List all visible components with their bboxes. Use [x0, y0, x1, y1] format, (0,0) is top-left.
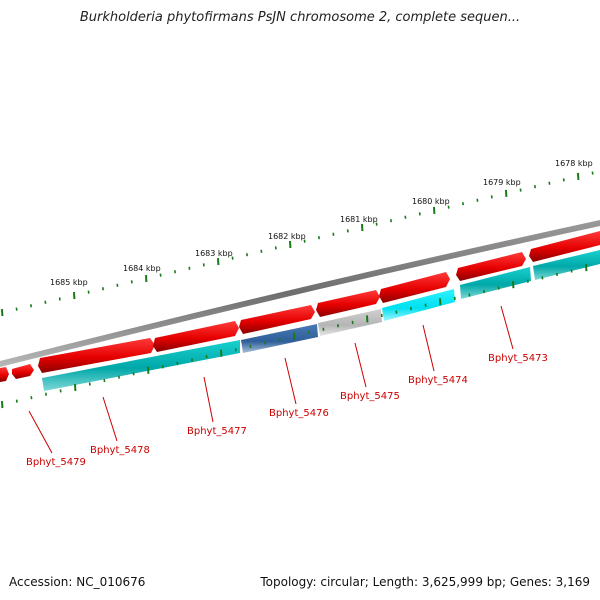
gene-labels: Bphyt_5479 Bphyt_5478 Bphyt_5477 Bphyt_5… — [26, 353, 548, 468]
leader-line — [203, 376, 214, 423]
gene-label[interactable]: Bphyt_5478 — [90, 445, 150, 456]
gene-leaders — [28, 305, 514, 454]
kbp-label: 1678 kbp — [555, 159, 593, 168]
kbp-label: 1679 kbp — [483, 178, 521, 187]
gene-arrow[interactable] — [153, 321, 239, 352]
gene-arrow[interactable] — [0, 367, 9, 382]
kbp-label: 1685 kbp — [50, 278, 88, 287]
gene-label[interactable]: Bphyt_5475 — [340, 391, 400, 402]
gene-arrow[interactable] — [239, 305, 315, 334]
gene-label[interactable]: Bphyt_5473 — [488, 353, 548, 364]
leader-line — [102, 396, 118, 442]
leader-line — [284, 357, 297, 405]
gene-label[interactable]: Bphyt_5474 — [408, 375, 468, 386]
gene-arrow[interactable] — [379, 272, 450, 303]
gene-arrow[interactable] — [533, 250, 600, 280]
gene-arrow[interactable] — [382, 289, 455, 321]
inner-tick-marks — [1, 264, 588, 409]
gene-arrow[interactable] — [12, 364, 34, 379]
genome-summary: Topology: circular; Length: 3,625,999 bp… — [260, 575, 590, 589]
outer-tick-marks — [1, 171, 594, 317]
accession-label: Accession: NC_010676 — [9, 575, 146, 589]
chromosome-backbone — [0, 220, 600, 367]
gene-arrow[interactable] — [318, 309, 382, 336]
gene-label[interactable]: Bphyt_5476 — [269, 408, 329, 419]
kbp-label: 1684 kbp — [123, 264, 161, 273]
kbp-label: 1680 kbp — [412, 197, 450, 206]
leader-line — [500, 305, 514, 350]
gene-arrow[interactable] — [316, 290, 380, 317]
forward-strand — [0, 231, 600, 382]
gene-arrow[interactable] — [456, 252, 526, 281]
kbp-label: 1681 kbp — [340, 215, 378, 224]
gene-arrow[interactable] — [460, 267, 531, 299]
kbp-label: 1683 kbp — [195, 249, 233, 258]
leader-line — [354, 342, 367, 388]
gene-arrow[interactable] — [38, 338, 155, 373]
gene-arrow[interactable] — [529, 231, 600, 262]
leader-line — [28, 410, 53, 454]
gene-arrow[interactable] — [42, 340, 240, 391]
gene-label[interactable]: Bphyt_5477 — [187, 426, 247, 437]
leader-line — [422, 324, 435, 372]
map-title: Burkholderia phytofirmans PsJN chromosom… — [79, 10, 521, 25]
gene-label[interactable]: Bphyt_5479 — [26, 457, 86, 468]
kbp-label: 1682 kbp — [268, 232, 306, 241]
kbp-labels: 1685 kbp 1684 kbp 1683 kbp 1682 kbp 1681… — [50, 159, 593, 287]
